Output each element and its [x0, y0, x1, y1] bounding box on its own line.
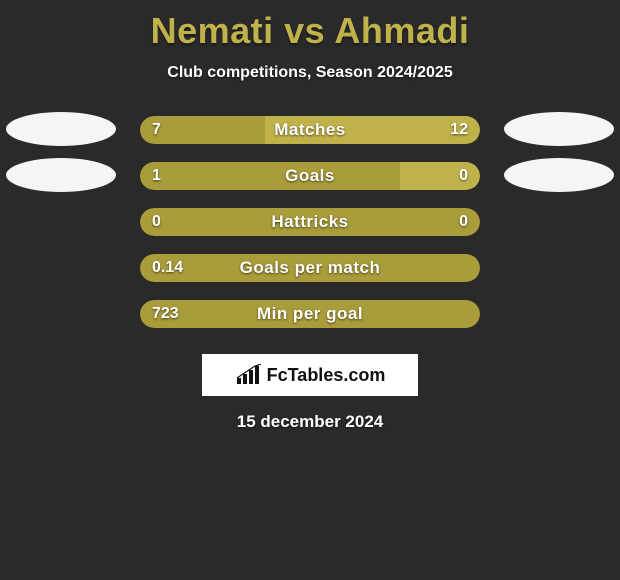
- player-left-icon: [6, 158, 116, 192]
- bar-track: 723Min per goal: [140, 300, 480, 328]
- page-title: Nemati vs Ahmadi: [0, 0, 620, 52]
- stat-label: Goals: [140, 162, 480, 190]
- bar-track: 0.14Goals per match: [140, 254, 480, 282]
- stat-row: 00Hattricks: [0, 198, 620, 244]
- logo-text: FcTables.com: [267, 365, 386, 386]
- subtitle: Club competitions, Season 2024/2025: [0, 64, 620, 82]
- logo-badge: FcTables.com: [202, 354, 418, 396]
- stat-row: 10Goals: [0, 152, 620, 198]
- bar-track: 10Goals: [140, 162, 480, 190]
- date-text: 15 december 2024: [0, 412, 620, 432]
- stat-label: Matches: [140, 116, 480, 144]
- stat-row: 0.14Goals per match: [0, 244, 620, 290]
- bars-icon: [235, 364, 263, 386]
- comparison-chart: 712Matches 10Goals 00Hattricks 0.14Goals pe…: [0, 106, 620, 336]
- stat-row: 712Matches: [0, 106, 620, 152]
- stat-label: Hattricks: [140, 208, 480, 236]
- player-right-icon: [504, 158, 614, 192]
- stat-label: Min per goal: [140, 300, 480, 328]
- stat-row: 723Min per goal: [0, 290, 620, 336]
- stat-label: Goals per match: [140, 254, 480, 282]
- player-right-icon: [504, 112, 614, 146]
- bar-track: 00Hattricks: [140, 208, 480, 236]
- bar-track: 712Matches: [140, 116, 480, 144]
- player-left-icon: [6, 112, 116, 146]
